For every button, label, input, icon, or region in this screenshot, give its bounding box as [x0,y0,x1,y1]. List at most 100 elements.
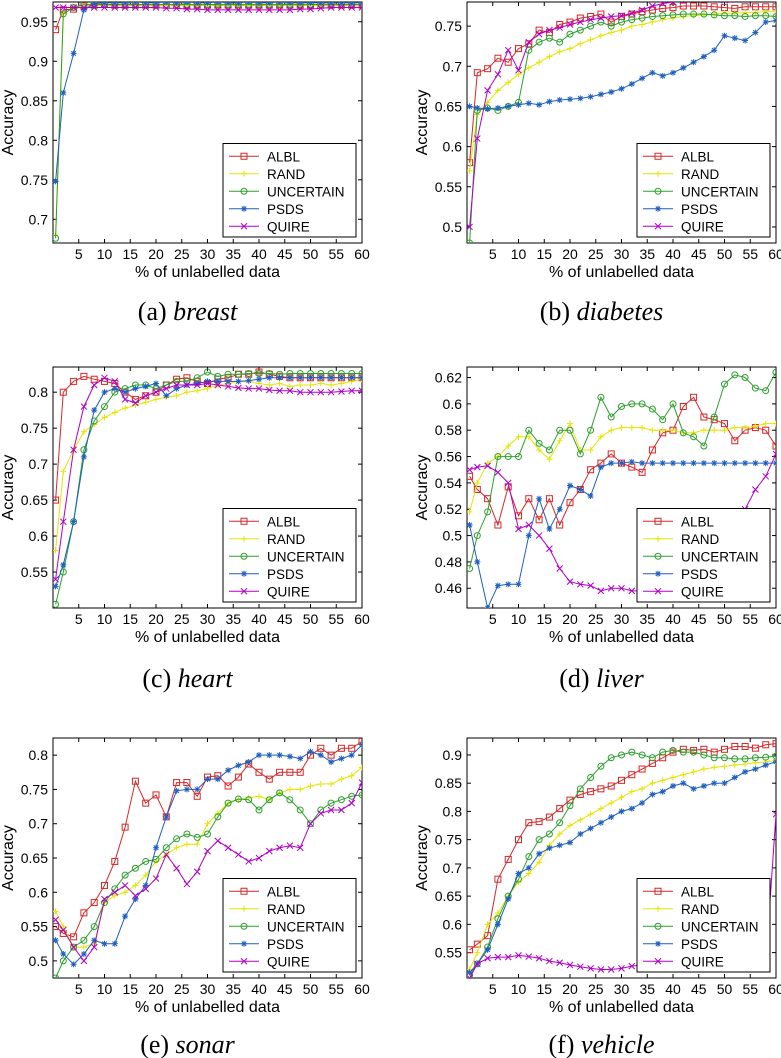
data-point-psds [700,53,707,60]
x-tick-label: 40 [251,246,267,262]
data-point-quire [556,959,564,967]
legend-marker-quire [654,587,662,595]
data-point-quire [358,4,362,11]
data-point-albl [80,372,88,380]
y-tick-label: 0.9 [29,53,49,69]
data-point-uncertain [700,442,708,450]
data-point-uncertain [741,374,749,382]
data-point-uncertain [337,796,345,804]
caption-letter: (d) [559,664,589,693]
data-point-quire [162,4,170,12]
x-tick-label: 60 [354,981,370,997]
data-point-quire [162,385,170,392]
data-point-albl [762,426,770,434]
legend-marker-rand [241,170,247,177]
data-point-albl [597,10,605,18]
data-point-uncertain [535,38,543,46]
y-tick-label: 0.7 [29,211,49,227]
data-point-psds [659,72,666,79]
data-point-rand [731,424,738,431]
x-tick-label: 55 [328,981,344,997]
legend-marker-albl [654,517,662,525]
data-point-quire [494,70,502,78]
data-point-rand [567,45,573,52]
data-point-quire [772,450,776,458]
data-point-uncertain [587,774,595,782]
legend-marker-rand [241,535,247,542]
x-axis-label: % of unlabelled data [549,264,694,281]
data-point-uncertain [597,762,605,770]
data-point-albl [545,813,553,821]
data-point-psds [245,377,252,384]
data-point-psds [505,103,512,110]
data-point-uncertain [183,830,191,838]
data-point-rand [628,788,635,795]
data-point-psds [639,799,646,806]
data-point-psds [597,464,604,471]
legend-label-uncertain: UNCERTAIN [267,184,345,199]
legend-label-quire: QUIRE [267,219,310,234]
data-point-uncertain [173,2,181,8]
data-point-uncertain [597,393,605,401]
data-point-quire [53,4,59,11]
data-point-albl [296,768,304,776]
caption: (d) liver [559,664,644,693]
data-point-psds [53,178,59,185]
data-point-psds [494,921,501,928]
data-point-psds [608,460,615,467]
data-point-psds [328,374,335,381]
legend-marker-rand [655,905,661,912]
data-point-rand [467,508,473,515]
series-psds [467,758,776,976]
data-point-uncertain [204,830,211,838]
y-tick-label: 0.6 [443,916,463,932]
data-point-albl [276,768,284,776]
data-point-psds [91,2,98,7]
data-point-albl [53,26,60,34]
data-point-albl [721,420,728,428]
data-point-quire [358,779,362,786]
data-point-rand [597,805,604,812]
data-point-uncertain [234,795,242,803]
x-tick-label: 30 [614,981,630,997]
data-point-psds [317,752,324,759]
data-point-quire [317,388,325,396]
data-point-albl [638,468,646,476]
data-point-quire [607,584,615,592]
legend-label-uncertain: UNCERTAIN [267,549,345,564]
data-point-albl [669,4,677,12]
data-point-uncertain [515,453,522,461]
x-tick-label: 25 [588,611,604,627]
y-tick-label: 0.85 [435,775,462,791]
data-point-uncertain [265,796,273,804]
data-point-psds [546,525,553,532]
data-point-albl [607,782,615,790]
x-tick-label: 25 [174,611,190,627]
legend-marker-albl [654,152,662,160]
x-tick-label: 35 [639,981,655,997]
data-point-quire [338,4,345,11]
data-point-psds [328,759,335,765]
series-quire [467,2,769,231]
data-point-psds [762,19,769,26]
data-point-uncertain [751,12,759,20]
data-point-quire [597,14,605,22]
legend-marker-rand [655,170,661,177]
x-tick-label: 25 [174,981,190,997]
data-point-albl [535,516,543,524]
data-point-rand [597,32,604,39]
data-point-psds [235,378,242,385]
data-point-psds [225,767,232,774]
data-point-psds [536,101,543,108]
x-tick-label: 50 [717,246,733,262]
data-point-albl [731,437,739,445]
data-point-rand [536,859,543,866]
data-point-quire [628,962,636,970]
data-point-psds [556,842,563,849]
data-point-albl [494,875,502,883]
data-point-psds [153,380,159,387]
data-point-uncertain [317,2,325,8]
y-tick-label: 0.55 [21,919,48,935]
data-point-quire [59,926,67,934]
data-point-uncertain [204,2,211,8]
